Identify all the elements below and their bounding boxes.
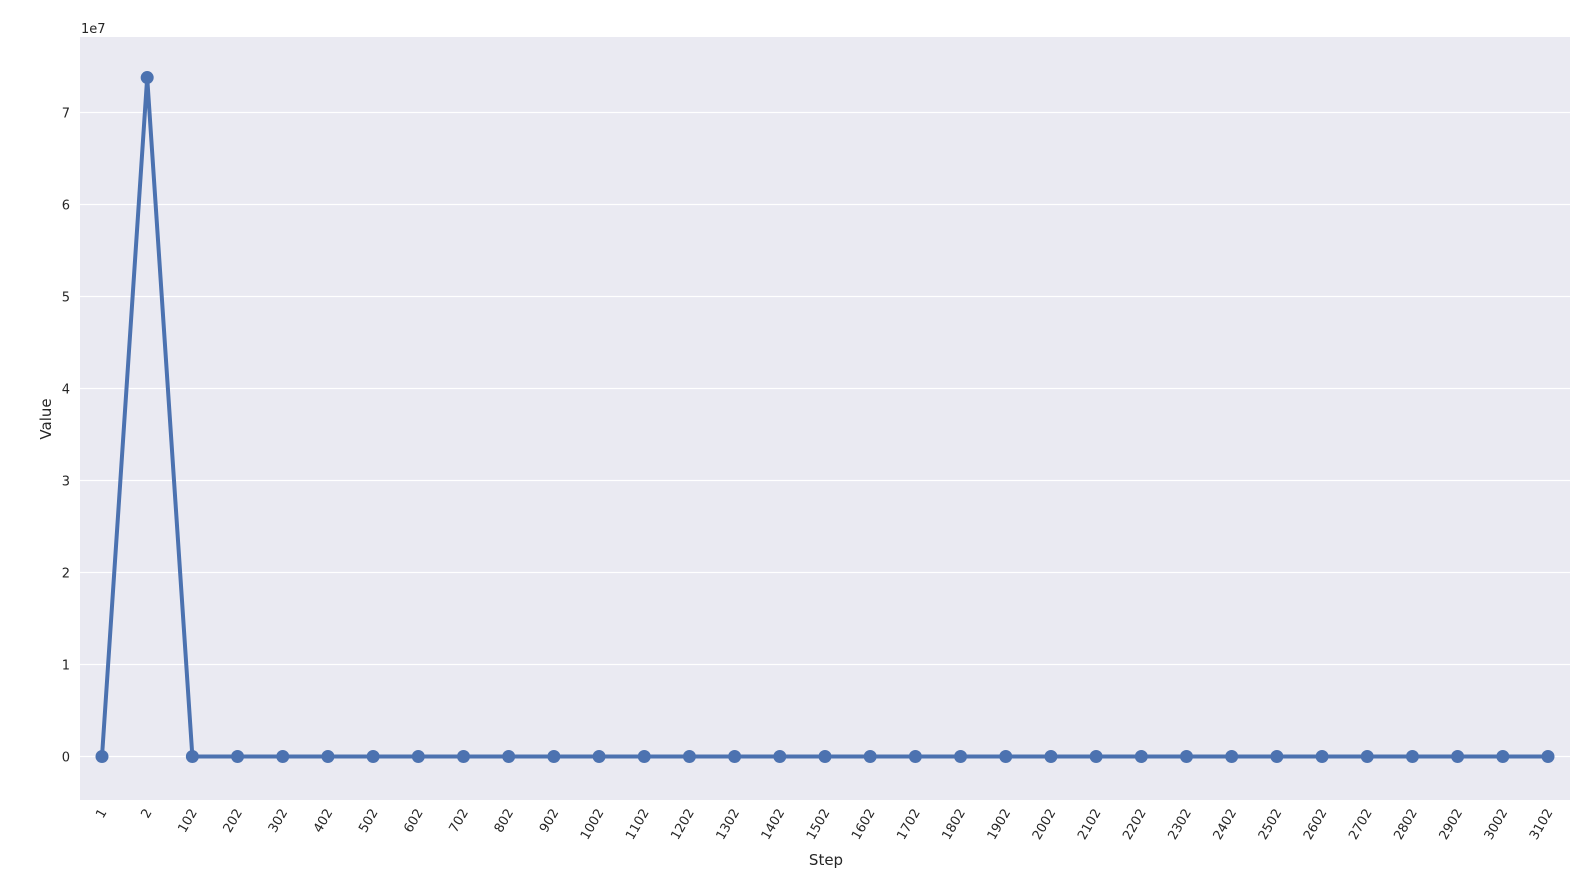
- data-point: [1270, 750, 1284, 763]
- y-tick-label: 7: [62, 107, 70, 122]
- x-tick-label: 602: [401, 807, 426, 836]
- data-point: [863, 750, 877, 763]
- x-tick-label: 2402: [1211, 807, 1241, 843]
- x-tick-label: 2602: [1301, 807, 1331, 843]
- data-point: [231, 750, 245, 763]
- x-tick-label: 1902: [985, 807, 1015, 843]
- data-point: [1134, 750, 1148, 763]
- data-point: [185, 750, 199, 763]
- data-point: [954, 750, 968, 763]
- y-tick-label: 5: [62, 291, 70, 306]
- grid-lines: [80, 111, 1570, 758]
- x-tick-label: 1202: [668, 807, 698, 843]
- data-point: [908, 750, 922, 763]
- y-tick-label: 3: [62, 475, 70, 490]
- series-layer: [95, 71, 1555, 763]
- x-tick-label: 3002: [1482, 807, 1512, 843]
- x-tick-label: 2302: [1165, 807, 1195, 843]
- data-point: [1180, 750, 1193, 763]
- x-axis-ticks: 1 2 102 202 302 402 502 602 702 802 902 1002 1102 120…: [93, 807, 1556, 843]
- x-tick-label: 2902: [1437, 807, 1467, 843]
- data-point: [411, 750, 425, 763]
- x-tick-label: 2002: [1030, 807, 1060, 843]
- x-tick-label: 3102: [1527, 807, 1557, 843]
- data-point: [1451, 750, 1465, 763]
- data-point: [1225, 750, 1239, 763]
- data-point: [637, 750, 651, 763]
- x-tick-label: 1: [93, 807, 110, 822]
- data-point: [321, 750, 335, 763]
- y-tick-label: 0: [62, 751, 70, 766]
- y-tick-label: 2: [62, 567, 70, 582]
- y-axis-ticks: 0 1 2 3 4 5 6 7: [62, 107, 70, 766]
- x-tick-label: 1102: [623, 807, 653, 843]
- x-tick-label: 2102: [1075, 807, 1105, 843]
- data-point: [1360, 750, 1374, 763]
- data-point: [1089, 750, 1103, 763]
- data-point: [728, 750, 742, 763]
- x-tick-label: 2: [139, 807, 156, 822]
- x-tick-label: 1302: [714, 807, 744, 843]
- data-point: [682, 750, 696, 763]
- x-tick-label: 2202: [1120, 807, 1150, 843]
- x-tick-label: 2802: [1391, 807, 1421, 843]
- y-axis-offset-label: 1e7: [81, 22, 106, 37]
- x-tick-label: 802: [492, 807, 517, 836]
- x-tick-label: 502: [356, 807, 381, 836]
- data-point: [140, 71, 154, 85]
- data-point: [1315, 750, 1329, 763]
- x-tick-label: 702: [447, 807, 472, 836]
- data-point: [1541, 750, 1555, 763]
- x-tick-label: 902: [537, 807, 562, 836]
- x-tick-label: 302: [266, 807, 291, 836]
- y-axis-label: Value: [37, 398, 55, 439]
- data-point: [276, 750, 290, 763]
- y-tick-label: 1: [62, 659, 70, 674]
- data-point: [592, 750, 606, 763]
- data-point: [1405, 750, 1419, 763]
- data-point: [457, 750, 470, 763]
- x-tick-label: 1402: [759, 807, 789, 843]
- data-point: [1496, 750, 1510, 763]
- x-tick-label: 102: [175, 807, 200, 836]
- data-point: [773, 750, 787, 763]
- data-point: [547, 750, 561, 763]
- x-tick-label: 2702: [1346, 807, 1376, 843]
- data-point: [818, 750, 832, 763]
- data-point: [502, 750, 516, 763]
- x-tick-label: 202: [221, 807, 246, 836]
- x-tick-label: 1702: [894, 807, 924, 843]
- data-point: [1044, 750, 1058, 763]
- data-point: [95, 750, 109, 763]
- x-tick-label: 1802: [939, 807, 969, 843]
- plot-area: [80, 37, 1570, 800]
- x-axis-label: Step: [809, 851, 843, 869]
- data-point: [999, 750, 1013, 763]
- y-tick-label: 4: [62, 383, 70, 398]
- x-tick-label: 2502: [1256, 807, 1286, 843]
- x-tick-label: 1602: [849, 807, 879, 843]
- y-tick-label: 6: [62, 199, 70, 214]
- x-tick-label: 402: [311, 807, 336, 836]
- x-tick-label: 1502: [804, 807, 834, 843]
- x-tick-label: 1002: [578, 807, 608, 843]
- data-point: [366, 750, 380, 763]
